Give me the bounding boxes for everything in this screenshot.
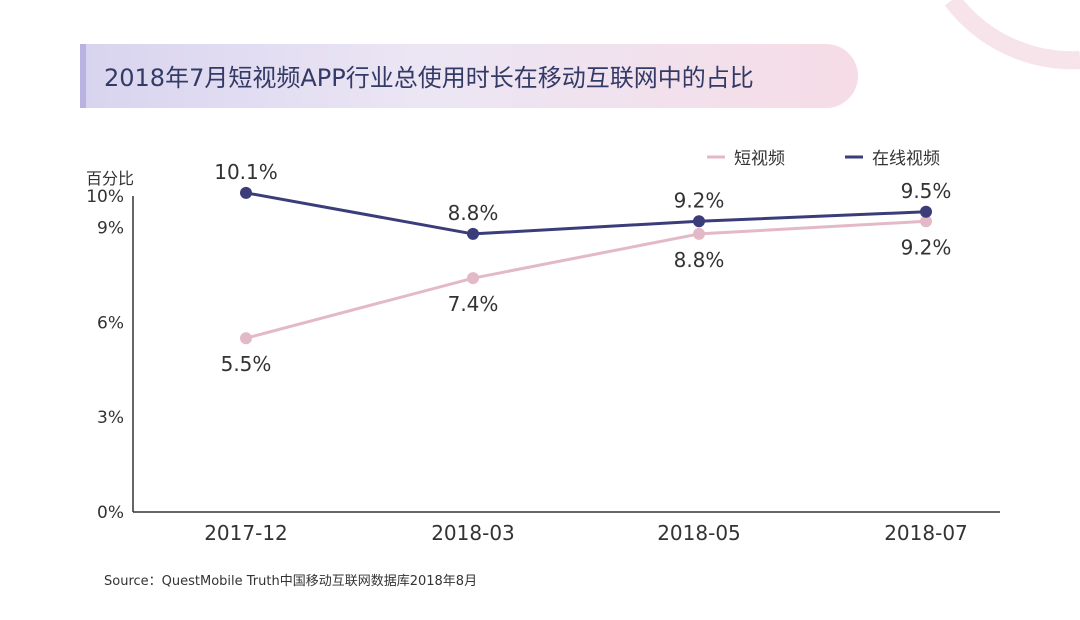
chart-title: 2018年7月短视频APP行业总使用时长在移动互联网中的占比: [104, 64, 754, 92]
chart-legend: 短视频 在线视频: [707, 149, 940, 169]
series-line: [245, 191, 927, 236]
legend-label: 短视频: [734, 149, 785, 169]
legend-label: 在线视频: [872, 149, 940, 169]
x-tick-label: 2017-12: [204, 521, 288, 545]
title-banner: [80, 44, 858, 108]
y-tick-label: 10%: [86, 187, 124, 207]
y-axis-label: 百分比: [86, 169, 134, 188]
data-point: [920, 215, 932, 228]
series-line: [245, 219, 927, 340]
data-point: [920, 205, 932, 218]
title-accent-bar: [80, 44, 86, 108]
data-point: [240, 186, 252, 199]
data-point: [693, 215, 705, 228]
series-online-video: 10.1% 8.8% 9.2% 9.5%: [214, 160, 951, 240]
y-tick-label: 3%: [97, 408, 124, 428]
x-tick-label: 2018-07: [884, 521, 968, 545]
data-point: [467, 272, 479, 285]
data-label: 5.5%: [221, 352, 272, 376]
data-label: 10.1%: [214, 160, 278, 184]
y-tick-label: 9%: [97, 219, 124, 239]
series-short-video: 5.5% 7.4% 8.8% 9.2%: [221, 215, 952, 376]
series-layer: 5.5% 7.4% 8.8% 9.2% 10.1% 8.8% 9.2% 9.5%: [214, 160, 951, 376]
data-label: 9.2%: [901, 235, 952, 259]
data-label: 9.2%: [674, 188, 725, 212]
y-tick-label: 6%: [97, 313, 124, 333]
data-label: 9.5%: [901, 179, 952, 203]
data-label: 7.4%: [448, 292, 499, 316]
data-point: [467, 227, 479, 240]
x-tick-label: 2018-03: [431, 521, 515, 545]
data-label: 8.8%: [448, 201, 499, 225]
data-point: [240, 332, 252, 345]
data-label: 8.8%: [674, 248, 725, 272]
source-note: Source：QuestMobile Truth中国移动互联网数据库2018年8…: [104, 574, 478, 589]
data-point: [693, 227, 705, 240]
y-tick-label: 0%: [97, 503, 124, 523]
chart-axes: 百分比 0% 3% 6% 9% 10% 2017-12 2018-03 2018-05 2018-…: [86, 169, 1000, 545]
x-tick-label: 2018-05: [657, 521, 741, 545]
